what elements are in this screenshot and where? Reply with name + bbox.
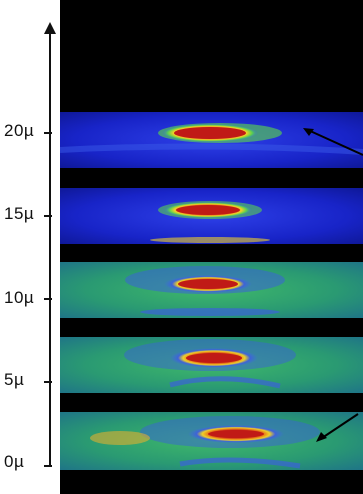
- axis-tick-20: [44, 132, 52, 134]
- axis-label-10: 10µ: [4, 288, 35, 307]
- axis-label-15: 15µ: [4, 204, 35, 223]
- axis-line: [49, 28, 51, 466]
- slice-20um: [60, 112, 363, 168]
- heatmap-stack: [60, 0, 363, 494]
- axis-label-5: 5µ: [4, 370, 25, 389]
- axis-label-0: 0µ: [4, 452, 25, 471]
- axis-tick-0: [44, 465, 52, 467]
- arrow-annotation-bottom: [316, 413, 359, 442]
- arrow-annotation-top: [303, 128, 363, 156]
- slice-5um: [60, 337, 363, 393]
- axis-tick-15: [44, 215, 52, 217]
- slice-15um: [60, 188, 363, 244]
- axis-label-20: 20µ: [4, 121, 35, 140]
- slice-10um: [60, 262, 363, 318]
- heatmap-canvas: [60, 112, 363, 470]
- axis-tick-5: [44, 381, 52, 383]
- slice-0um: [60, 412, 363, 470]
- axis-tick-10: [44, 298, 52, 300]
